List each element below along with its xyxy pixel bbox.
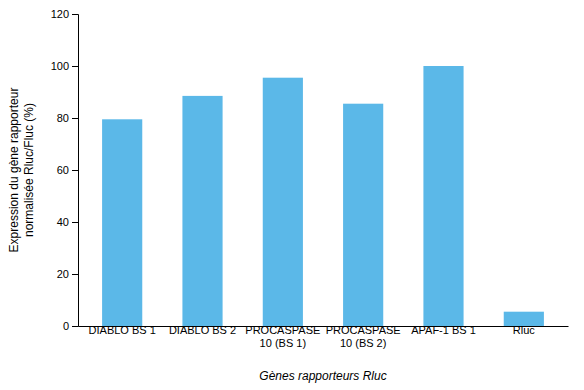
x-tick: Rluc: [513, 324, 536, 336]
x-tick-label-line: 10 (BS 2): [340, 337, 386, 349]
bar: [423, 66, 463, 326]
x-axis-title: Gènes rapporteurs Rluc: [259, 369, 386, 383]
x-axis: DIABLO BS 1DIABLO BS 2PROCASPASE10 (BS 1…: [79, 324, 569, 349]
x-tick: PROCASPASE10 (BS 2): [326, 324, 401, 349]
y-axis-title-line: normalisée Rluc/Fluc (%): [22, 103, 36, 237]
x-tick-label: PROCASPASE10 (BS 1): [245, 324, 320, 349]
x-tick: PROCASPASE10 (BS 1): [245, 324, 320, 349]
x-tick-label: Rluc: [513, 324, 536, 336]
y-tick-label: 0: [63, 320, 69, 332]
x-tick: DIABLO BS 1: [89, 324, 156, 336]
y-axis-line: [72, 15, 79, 327]
y-tick-label: 60: [57, 164, 69, 176]
y-tick-label: 80: [57, 112, 69, 124]
x-tick: APAF-1 BS 1: [411, 324, 476, 336]
y-axis: 0 20 40 60 80 100 120: [51, 8, 79, 332]
x-tick-label-line: DIABLO BS 2: [169, 324, 236, 336]
x-tick-label-line: PROCASPASE: [245, 324, 320, 336]
x-tick-label: DIABLO BS 1: [89, 324, 156, 336]
y-tick-mark: [72, 118, 78, 119]
x-tick-label: DIABLO BS 2: [169, 324, 236, 336]
y-tick: 80: [57, 112, 78, 124]
x-tick-label-line: 10 (BS 1): [260, 337, 306, 349]
y-tick-mark: [72, 66, 78, 67]
bar: [182, 96, 222, 326]
y-tick-mark: [72, 170, 78, 171]
y-tick: 0: [63, 320, 78, 332]
y-tick-label: 100: [51, 60, 69, 72]
y-tick: 120: [51, 8, 78, 20]
y-tick-mark: [72, 14, 78, 15]
y-tick-label: 120: [51, 8, 69, 20]
y-tick-mark: [72, 326, 78, 327]
y-tick: 60: [57, 164, 78, 176]
chart: 0 20 40 60 80 100 120 DIABLO BS 1 DIABLO BS 2 PRO…: [0, 0, 584, 390]
x-tick-label-line: APAF-1 BS 1: [411, 324, 476, 336]
x-tick-label: APAF-1 BS 1: [411, 324, 476, 336]
y-tick: 100: [51, 60, 78, 72]
x-tick-label: PROCASPASE10 (BS 2): [326, 324, 401, 349]
y-tick: 20: [57, 268, 78, 280]
y-tick: 40: [57, 216, 78, 228]
x-tick-label-line: PROCASPASE: [326, 324, 401, 336]
x-tick: DIABLO BS 2: [169, 324, 236, 336]
y-tick-mark: [72, 222, 78, 223]
plot: 0 20 40 60 80 100 120 DIABLO BS 1 DIABLO BS 2 PRO…: [51, 8, 569, 349]
bar: [263, 78, 303, 326]
y-tick-label: 20: [57, 268, 69, 280]
y-axis-title-line: Expression du gène rapporteur: [7, 88, 21, 253]
bar: [102, 119, 142, 326]
y-tick-mark: [72, 274, 78, 275]
bar: [343, 104, 383, 326]
bars: [102, 66, 544, 326]
y-axis-title: Expression du gène rapporteurnormalisée …: [7, 88, 36, 253]
y-tick-label: 40: [57, 216, 69, 228]
x-tick-label-line: Rluc: [513, 324, 536, 336]
chart-container: 0 20 40 60 80 100 120 DIABLO BS 1 DIABLO BS 2 PRO…: [0, 0, 584, 390]
x-tick-label-line: DIABLO BS 1: [89, 324, 156, 336]
